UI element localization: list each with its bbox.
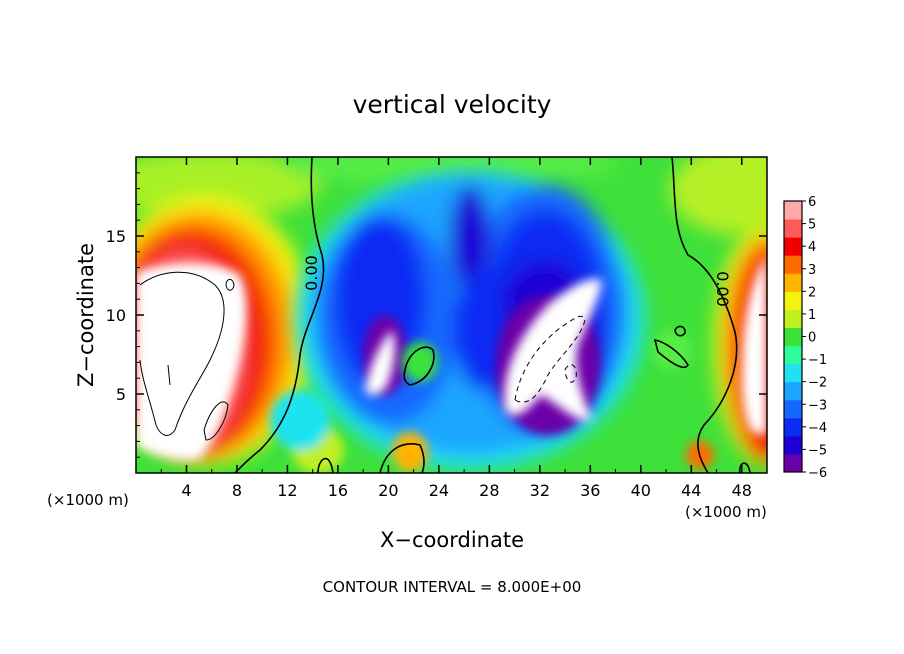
downdraft-cores	[365, 278, 602, 421]
colorbar-segment	[784, 237, 802, 256]
colorbar-tick-label: −1	[808, 353, 827, 368]
colorbar-tick-label: −5	[808, 443, 827, 458]
y-tick-label: 10	[106, 306, 126, 325]
left-updraft-core	[136, 263, 247, 461]
x-axis: 4 8 12 16 20 24 28 32 36 40 44 48	[160, 157, 752, 500]
x-unit-label-right: (×1000 m)	[685, 503, 767, 521]
y-tick-label: 15	[106, 227, 126, 246]
colorbar-tick-label: −3	[808, 398, 827, 413]
colorbar-tick-label: −4	[808, 421, 827, 436]
colorbar-segment	[784, 363, 802, 383]
x-unit-label-left: (×1000 m)	[47, 491, 129, 509]
x-tick-label: 32	[530, 481, 550, 500]
colorbar: 6 5 4 3 2 1 0 −1 −2 −3 −4 −5 −6	[783, 195, 827, 481]
contour-interval-note: CONTOUR INTERVAL = 8.000E+00	[323, 578, 582, 596]
colorbar-tick-label: 5	[808, 218, 816, 233]
x-tick-label: 24	[429, 481, 449, 500]
x-tick-label: 36	[580, 481, 600, 500]
colorbar-tick-label: 2	[808, 285, 816, 300]
x-tick-label: 12	[277, 481, 297, 500]
colorbar-tick-label: 0	[808, 331, 816, 346]
x-axis-title: X−coordinate	[380, 528, 524, 552]
colorbar-segment	[784, 417, 802, 437]
contour-label-right: 0.00	[713, 271, 732, 307]
colorbar-segment	[784, 327, 802, 347]
colorbar-segment	[784, 381, 802, 401]
central-downdraft	[295, 170, 645, 470]
heatmap-field: 0.00 0.00	[136, 157, 767, 473]
y-axis-title: Z−coordinate	[74, 243, 98, 387]
colorbar-segment	[784, 201, 802, 220]
colorbar-tick-label: −6	[808, 466, 827, 481]
colorbar-segment	[784, 309, 802, 328]
x-tick-label: 44	[681, 481, 701, 500]
x-tick-label: 20	[378, 481, 398, 500]
colorbar-tick-label: −2	[808, 376, 827, 391]
colorbar-tick-label: 1	[808, 308, 816, 323]
y-tick-label: 5	[116, 385, 126, 404]
chart-title: vertical velocity	[353, 90, 552, 119]
colorbar-tick-label: 3	[808, 263, 816, 278]
x-tick-label: 48	[732, 481, 752, 500]
colorbar-segment	[784, 453, 802, 473]
contour-lines	[234, 157, 751, 473]
contour-lines-thin	[139, 271, 235, 441]
x-tick-label: 28	[479, 481, 499, 500]
colorbar-segment	[784, 435, 802, 455]
colorbar-segment	[784, 399, 802, 419]
x-tick-label: 8	[232, 481, 242, 500]
right-updraft-core	[741, 255, 767, 436]
colorbar-segment	[784, 219, 802, 238]
y-axis: 5 10 15	[106, 172, 767, 458]
x-tick-label: 16	[328, 481, 348, 500]
colorbar-segment	[784, 273, 802, 292]
contour-lines-dashed	[514, 315, 586, 403]
contour-label-left: 0.00	[302, 255, 321, 291]
colorbar-tick-label: 6	[808, 195, 816, 210]
colorbar-segment	[784, 291, 802, 310]
x-tick-label: 40	[631, 481, 651, 500]
colorbar-tick-label: 4	[808, 240, 816, 255]
x-tick-label: 4	[181, 481, 191, 500]
colorbar-segment	[784, 255, 802, 274]
colorbar-segment	[784, 345, 802, 365]
